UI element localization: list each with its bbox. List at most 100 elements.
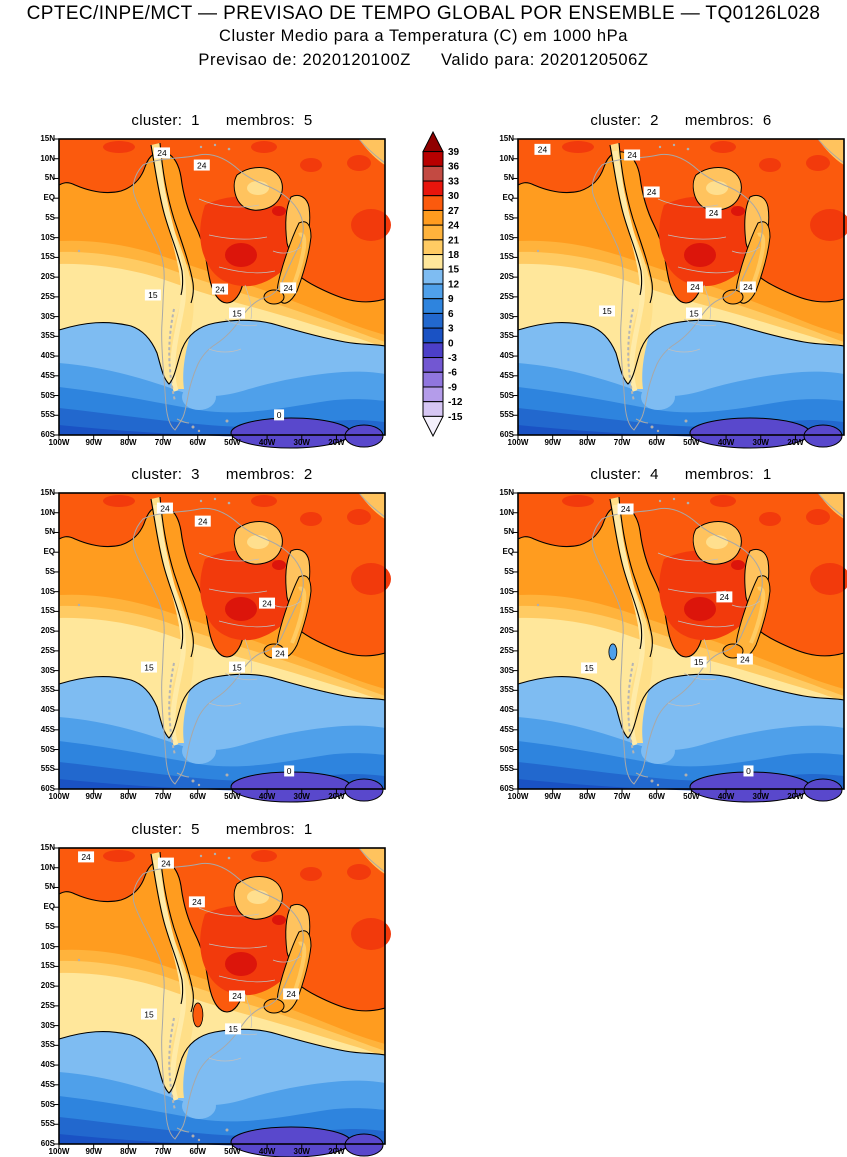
colorbar-band	[422, 209, 444, 226]
lon-tick-label: 20W	[328, 438, 345, 447]
lon-tick-label: 60W	[648, 438, 665, 447]
lon-tick-label: 30W	[293, 792, 310, 801]
lon-tick-label: 40W	[717, 792, 735, 801]
page-title: CPTEC/INPE/MCT — PREVISAO DE TEMPO GLOBA…	[26, 3, 821, 24]
membros-label: membros:	[225, 466, 295, 483]
lon-tick-label: 50W	[683, 792, 700, 801]
svg-text:0: 0	[746, 766, 751, 776]
contour-label: 24	[705, 207, 722, 219]
contour-label: 24	[643, 186, 660, 198]
lat-tick-label: 30S	[499, 311, 514, 321]
svg-text:24: 24	[720, 592, 730, 602]
temperature-contour-map: 24 24 24 24 24 24 15 15	[513, 138, 847, 449]
svg-text:24: 24	[275, 648, 285, 658]
colorbar-band	[422, 327, 444, 344]
lon-tick-label: 50W	[224, 438, 241, 447]
lat-tick-label: 5N	[44, 527, 55, 537]
lat-tick-label: 50S	[40, 390, 55, 400]
contour-label: 15	[686, 307, 703, 319]
lon-tick-label: 60W	[648, 792, 665, 801]
colorbar-band	[422, 312, 444, 329]
panel-title: cluster: 4 membros: 1	[518, 466, 844, 483]
colorbar-band	[422, 180, 444, 197]
svg-text:24: 24	[157, 148, 167, 158]
lat-tick-label: 25S	[499, 291, 514, 301]
colorbar-band	[422, 239, 444, 256]
contour-label: 24	[272, 647, 289, 659]
panel-cluster-1: cluster: 1 membros: 5 24 24 24 24 15 15 0 15N 1 0	[40, 112, 391, 449]
membros-label: membros:	[684, 112, 754, 129]
panel-title: cluster: 5 membros: 1	[59, 821, 385, 838]
lat-tick-label: 15S	[40, 961, 55, 971]
lat-tick-label: 60S	[40, 1139, 55, 1148]
colorbar-level-label: -3	[448, 353, 457, 364]
colorbar-band	[422, 224, 444, 241]
colorbar-band	[422, 254, 444, 270]
colorbar-band	[422, 371, 444, 388]
lon-tick-label: 30W	[293, 438, 310, 447]
lat-tick-label: EQ	[43, 547, 55, 557]
lat-tick-label: 55S	[40, 1119, 55, 1129]
lat-tick-label: 5N	[44, 882, 55, 892]
panel-title: cluster: 1 membros: 5	[59, 112, 385, 129]
svg-text:15: 15	[694, 657, 704, 667]
lat-tick-label: 15S	[499, 606, 514, 616]
contour-label: 24	[156, 502, 173, 514]
lon-tick-label: 60W	[189, 1147, 206, 1156]
lat-tick-label: 40S	[499, 705, 514, 715]
lon-tick-label: 30W	[752, 792, 769, 801]
svg-text:15: 15	[148, 290, 158, 300]
contour-label: 24	[78, 851, 95, 863]
svg-text:0: 0	[277, 410, 282, 420]
lon-tick-label: 50W	[224, 1147, 241, 1156]
lat-tick-label: 45S	[40, 1079, 55, 1089]
lat-tick-label: EQ	[502, 547, 514, 557]
svg-text:24: 24	[743, 282, 753, 292]
lon-tick-label: 80W	[120, 792, 137, 801]
panel-cluster-5: cluster: 5 membros: 1 24 24 24 24 24 15 15 15N 1	[40, 821, 391, 1157]
lat-tick-label: 5N	[44, 173, 55, 183]
lon-tick-label: 80W	[579, 792, 596, 801]
lat-tick-label: 40S	[499, 351, 514, 361]
svg-text:24: 24	[647, 187, 657, 197]
colorbar-band	[422, 298, 444, 314]
svg-text:24: 24	[198, 516, 208, 526]
lat-tick-label: 15N	[40, 488, 55, 497]
lat-tick-label: 60S	[499, 784, 514, 793]
colorbar-band	[422, 151, 444, 167]
contour-label: 24	[157, 857, 174, 869]
page-subtitle: Cluster Medio para a Temperatura (C) em …	[218, 27, 629, 45]
colorbar-level-label: 9	[448, 294, 454, 305]
contour-label: 24	[193, 159, 210, 171]
lat-tick-label: EQ	[43, 902, 55, 912]
contour-label: 24	[258, 597, 275, 609]
axis-ticks	[54, 492, 337, 794]
svg-text:24: 24	[192, 897, 202, 907]
colorbar-level-label: 15	[448, 265, 460, 276]
svg-text:15: 15	[144, 1009, 154, 1019]
contour-label: 24	[283, 988, 300, 1000]
lon-tick-label: 40W	[258, 438, 276, 447]
lat-tick-label: 25S	[40, 645, 55, 655]
lat-tick-label: EQ	[502, 193, 514, 203]
lat-tick-label: 40S	[40, 705, 55, 715]
axis-ticks	[513, 138, 796, 440]
colorbar-level-label: 27	[448, 206, 460, 217]
temperature-contour-map: 24 24 24 15 15 0	[513, 492, 847, 803]
lat-tick-label: 30S	[40, 665, 55, 675]
temperature-contour-map: 24 24 24 24 24 15 15	[54, 847, 391, 1157]
lon-tick-label: 30W	[293, 1147, 310, 1156]
lon-tick-label: 50W	[224, 792, 241, 801]
colorbar-level-label: 0	[448, 338, 454, 349]
lat-tick-label: 60S	[40, 784, 55, 793]
lat-tick-label: 60S	[40, 430, 55, 439]
contour-label: 24	[687, 281, 704, 293]
lon-tick-label: 30W	[752, 438, 769, 447]
lat-tick-label: 10N	[40, 862, 55, 872]
contour-label: 24	[739, 281, 756, 293]
lat-tick-label: EQ	[43, 193, 55, 203]
contour-label: 15	[581, 662, 598, 674]
colorbar-level-label: 30	[448, 191, 460, 202]
lat-tick-label: 45S	[40, 724, 55, 734]
svg-text:24: 24	[232, 991, 242, 1001]
